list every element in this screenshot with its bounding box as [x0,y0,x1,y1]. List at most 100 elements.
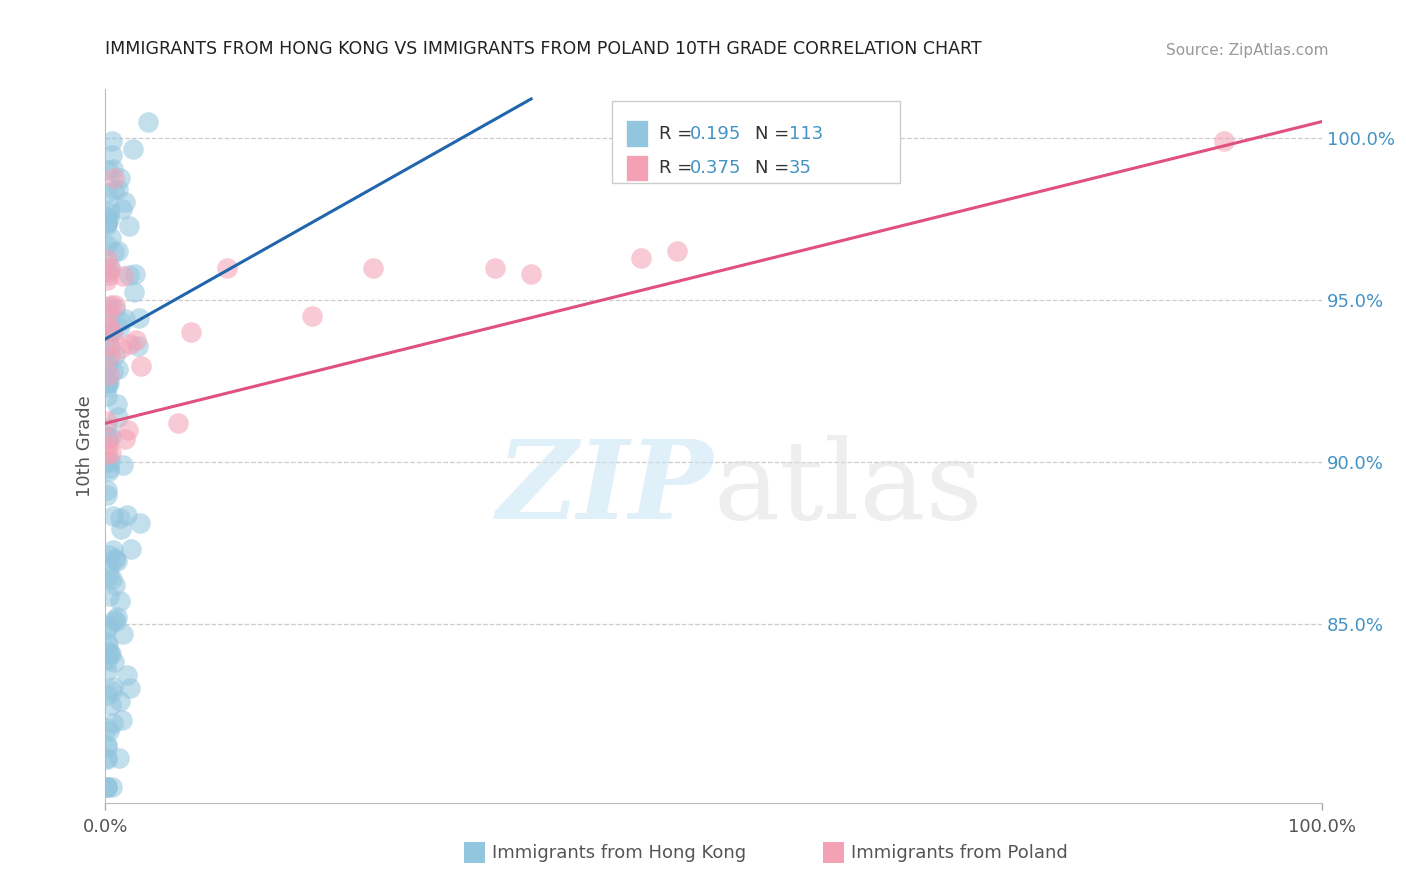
Point [100,231,122,245]
Point [117,219,139,234]
Point [217,260,239,275]
Point [97,589,120,603]
Text: Immigrants from Hong Kong: Immigrants from Hong Kong [492,844,747,862]
Point [104,553,127,567]
Point [97,300,120,314]
Point [301,310,323,324]
Point [96,738,118,752]
Point [100,647,122,661]
Point [96,252,118,267]
Point [104,301,127,316]
Text: 0.375: 0.375 [690,159,742,178]
Point [97,548,120,562]
Point [103,578,125,592]
Point [96,752,118,766]
Point [101,364,124,378]
Point [98,318,121,333]
Point [98,337,121,351]
Point [108,320,131,334]
Point [96,273,118,287]
Point [98,461,121,475]
Point [114,194,136,209]
Point [167,417,190,431]
Point [107,361,129,376]
Point [118,268,141,282]
Point [100,446,122,460]
Point [104,551,127,566]
Point [136,114,159,128]
Point [98,212,121,227]
Point [98,260,121,275]
Point [98,618,121,632]
Point [111,458,134,472]
Point [96,483,118,497]
Point [129,359,152,373]
Point [96,218,118,232]
Point [114,311,136,326]
Point [111,626,134,640]
Point [114,432,136,446]
Point [105,397,128,411]
Point [97,375,120,389]
Text: Source: ZipAtlas.com: Source: ZipAtlas.com [1166,43,1329,58]
Point [110,510,132,524]
Point [107,182,129,196]
Point [108,314,131,328]
Point [100,683,122,698]
Point [97,433,120,447]
Point [127,338,149,352]
Point [110,341,132,355]
Point [96,414,118,428]
Point [97,163,120,178]
Point [120,681,142,696]
Point [117,508,139,522]
Point [108,594,131,608]
Point [96,751,118,765]
Point [97,265,120,279]
Point [96,331,118,345]
Point [103,183,125,197]
Text: R =: R = [659,125,699,143]
Point [96,215,118,229]
Point [97,310,120,324]
Point [105,614,128,628]
Point [96,375,118,389]
Point [103,170,125,185]
Point [97,268,120,282]
Point [101,680,124,694]
Point [110,713,132,727]
Point [96,635,118,649]
Point [96,186,118,200]
Point [96,238,118,252]
Point [96,447,118,461]
Point [98,349,121,363]
Point [108,751,131,765]
Point [100,298,122,312]
Point [96,622,118,636]
Point [111,202,134,217]
Point [96,420,118,434]
Point [107,244,129,258]
Point [101,134,124,148]
Text: R =: R = [659,159,699,178]
Point [96,780,118,794]
Point [96,665,118,679]
Point [100,430,122,444]
Point [484,260,506,275]
Point [101,147,124,161]
Point [101,780,124,794]
Text: 113: 113 [789,125,823,143]
Text: ZIP: ZIP [496,435,713,542]
Point [97,724,120,739]
Y-axis label: 10th Grade: 10th Grade [76,395,94,497]
Point [107,554,129,568]
Point [103,245,125,260]
Point [98,261,121,276]
Point [96,780,118,794]
Point [1213,134,1236,148]
Point [97,376,120,391]
Point [121,142,143,156]
Text: N =: N = [755,125,794,143]
Point [96,216,118,230]
Point [96,740,118,755]
